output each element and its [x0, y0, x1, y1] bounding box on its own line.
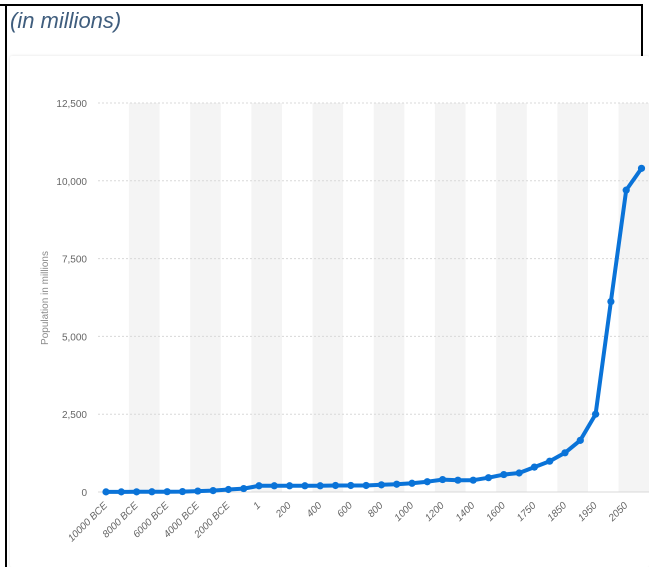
plot-band — [434, 103, 466, 492]
x-tick-label: 1400 — [454, 500, 478, 524]
data-point — [362, 481, 370, 490]
data-point — [546, 457, 554, 465]
plot-band — [557, 103, 588, 492]
y-axis-label: Population in millions — [40, 251, 51, 345]
x-tick-label: 1 — [251, 500, 263, 512]
data-point — [530, 463, 539, 471]
data-point — [286, 482, 294, 490]
data-point — [393, 480, 401, 488]
plot-band — [190, 103, 221, 492]
y-tick-label: 12,500 — [56, 99, 87, 110]
x-tick-label: 2050 — [606, 500, 631, 525]
y-tick-label: 7,500 — [62, 255, 87, 266]
data-point — [148, 488, 156, 496]
data-point — [347, 481, 355, 490]
x-tick-label: 10000 BCE — [66, 500, 110, 544]
data-point — [515, 469, 523, 477]
data-point — [592, 410, 600, 418]
x-tick-label: 600 — [335, 500, 355, 520]
data-point — [224, 485, 232, 494]
x-tick-label: 1950 — [576, 500, 600, 524]
data-point — [469, 476, 477, 484]
x-tick-label: 800 — [366, 500, 386, 520]
data-point — [408, 479, 416, 487]
data-point — [576, 436, 584, 444]
data-point — [194, 487, 202, 495]
data-point — [561, 449, 569, 457]
y-tick-label: 10,000 — [56, 177, 87, 188]
x-tick-label: 1750 — [515, 500, 539, 524]
data-point — [301, 482, 309, 490]
data-point — [209, 486, 217, 495]
data-point — [133, 488, 141, 496]
plot-band — [312, 103, 344, 492]
data-point — [270, 482, 278, 490]
data-point — [500, 470, 508, 479]
plot-band — [373, 103, 405, 492]
x-tick-label: 1600 — [484, 500, 508, 524]
data-point — [637, 164, 646, 172]
y-tick-label: 2,500 — [62, 410, 87, 421]
plot-band — [251, 103, 282, 492]
data-point — [102, 488, 110, 496]
data-point — [607, 297, 615, 306]
data-point — [178, 487, 187, 496]
left-border-line — [5, 4, 7, 567]
population-chart: 0 2,500 5,000 7,500 10,000 12,500 Population … — [40, 99, 649, 544]
y-tick-label: 5,000 — [62, 332, 87, 343]
x-tick-label: 1000 — [393, 500, 417, 524]
x-tick-label: 1200 — [423, 500, 447, 524]
data-point — [316, 482, 324, 490]
data-point — [255, 482, 263, 490]
data-point — [454, 476, 462, 484]
top-border-line — [0, 4, 643, 6]
x-tick-label: 400 — [305, 500, 325, 520]
data-point — [117, 488, 125, 496]
data-point — [377, 481, 385, 489]
x-tick-label: 200 — [273, 500, 294, 521]
plot-band — [128, 103, 160, 492]
data-point — [484, 474, 493, 482]
data-point — [331, 481, 340, 490]
data-point — [163, 488, 171, 496]
plot-band — [618, 103, 649, 492]
y-tick-label: 0 — [81, 488, 87, 499]
data-point — [240, 484, 248, 493]
chart-card: 0 2,500 5,000 7,500 10,000 12,500 Population … — [10, 56, 649, 567]
chart-subtitle: (in millions) — [10, 8, 122, 33]
plot-band — [496, 103, 527, 492]
data-point — [622, 186, 630, 194]
data-point — [423, 478, 431, 486]
data-point — [439, 475, 447, 484]
x-tick-label: 1850 — [546, 500, 570, 524]
